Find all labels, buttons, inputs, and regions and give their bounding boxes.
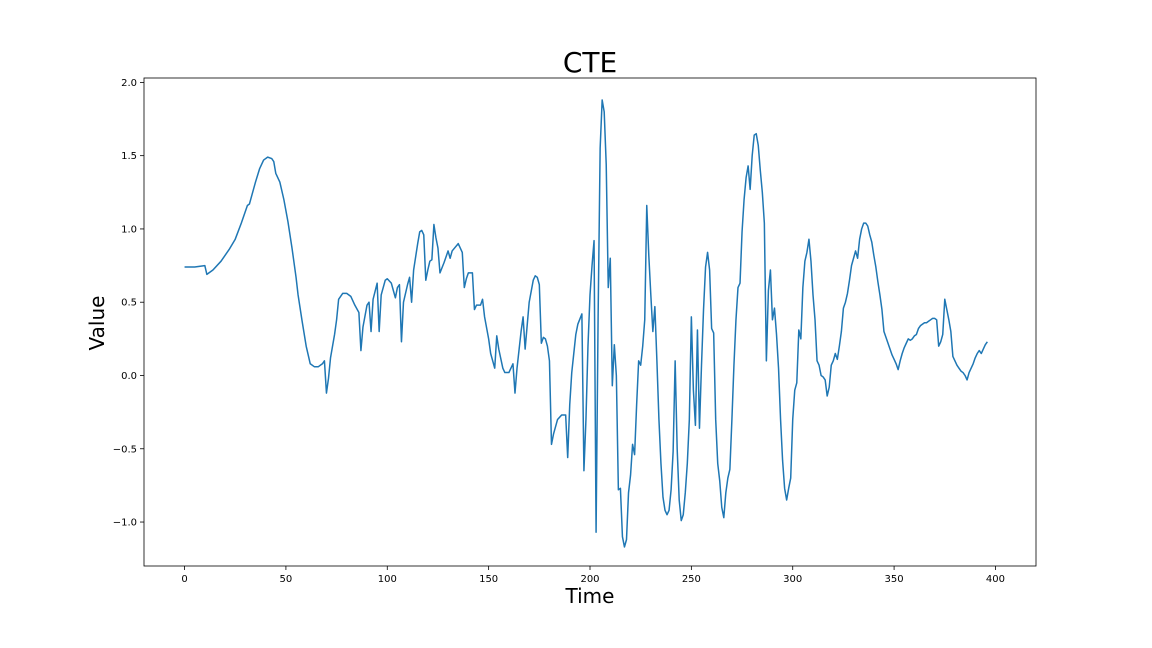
x-axis-label: Time — [565, 584, 615, 608]
x-tick-label: 200 — [580, 574, 599, 585]
y-tick-label: 0.0 — [121, 371, 137, 382]
x-axis: 0 50 100 150 200 250 300 350 400 — [181, 566, 1005, 585]
x-tick-label: 300 — [783, 574, 802, 585]
x-tick-label: 250 — [682, 574, 701, 585]
y-axis: −1.0 −0.5 0.0 0.5 1.0 1.5 2.0 — [113, 78, 144, 529]
x-tick-label: 400 — [986, 574, 1005, 585]
plot-area — [143, 77, 1037, 567]
series-line — [184, 99, 988, 548]
y-tick-label: 2.0 — [121, 78, 137, 89]
y-tick-label: −1.0 — [113, 518, 137, 529]
y-tick-label: 1.0 — [121, 224, 137, 235]
x-tick-label: 50 — [280, 574, 293, 585]
x-tick-label: 150 — [479, 574, 498, 585]
x-tick-label: 350 — [885, 574, 904, 585]
y-axis-label: Value — [85, 296, 109, 351]
y-tick-label: 1.5 — [121, 151, 137, 162]
chart-title: CTE — [563, 46, 617, 79]
x-tick-label: 0 — [181, 574, 187, 585]
y-tick-label: −0.5 — [113, 444, 137, 455]
x-tick-label: 100 — [378, 574, 397, 585]
y-tick-label: 0.5 — [121, 298, 137, 309]
